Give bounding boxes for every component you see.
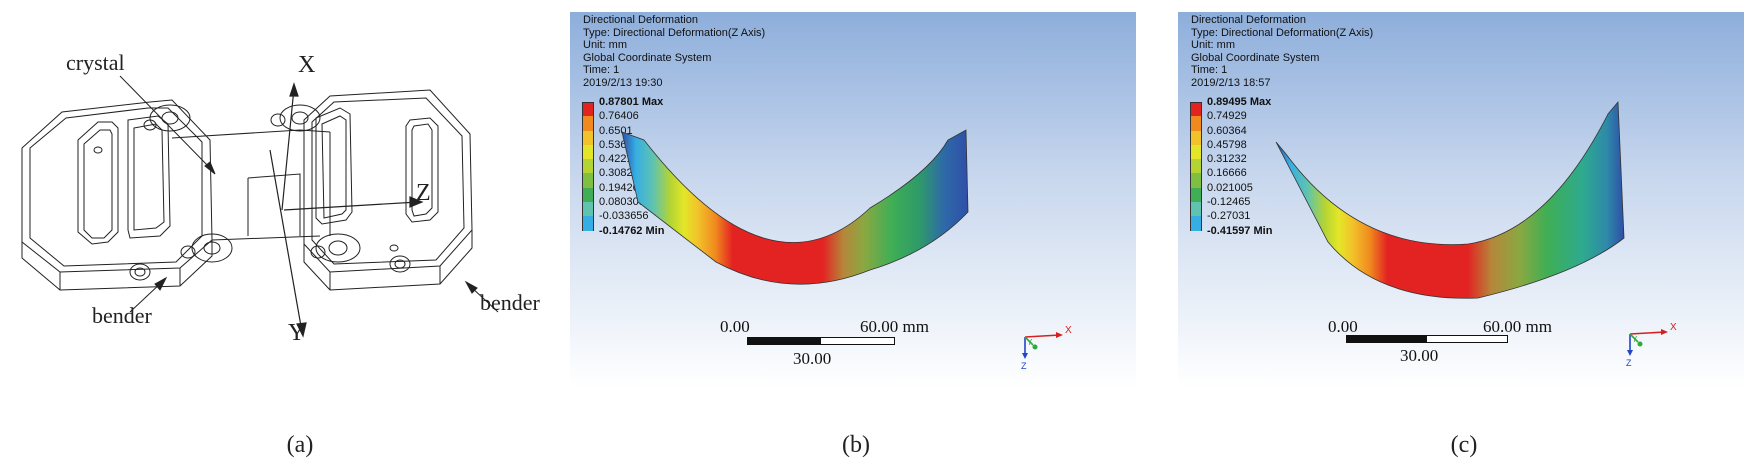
panel-b-header: Directional Deformation Type: Directiona… [583,14,765,90]
header-line: Type: Directional Deformation(Z Axis) [583,26,766,39]
header-line: Time: 1 [583,64,620,77]
header-line: 2019/2/13 18:57 [1191,76,1271,89]
header-line: Global Coordinate System [583,51,712,64]
legend-color-swatch [582,102,594,117]
triad-x-label: X [1670,322,1677,333]
legend-value-label: 0.87801 Max [599,96,664,108]
header-line: Time: 1 [1191,64,1228,77]
header-line: Global Coordinate System [1191,51,1320,64]
header-line: Directional Deformation [583,14,698,26]
legend-color-swatch [582,187,594,203]
triad-y-label: Y [1632,335,1638,344]
axis-y-label: Y [288,320,306,346]
legend-color-swatch [1190,159,1202,174]
legend-value-label: 0.30822 [599,167,639,180]
legend-color-swatch [582,116,594,131]
legend-value-label: 0.89495 Max [1207,96,1272,108]
legend-value-label: -0.27031 [1207,210,1251,223]
legend-value-label: 0.19426 [599,181,639,194]
header-line: Unit: mm [583,39,627,52]
caption-c: (c) [1450,432,1478,458]
legend-color-swatch [1190,173,1202,188]
bender-right-label: bender [480,290,540,315]
coordinate-triad-icon[interactable]: X Y Z [1015,317,1075,377]
legend-color-swatch [1190,144,1202,160]
legend-value-label: 0.31232 [1207,153,1247,166]
panel-b-viewport[interactable]: Directional Deformation Type: Directiona… [570,12,1136,388]
caption-a: (a) [286,432,314,458]
scale-mid-label: 30.00 [793,349,832,368]
triad-x-label: X [1065,325,1072,336]
bender-assembly-drawing [21,75,499,338]
legend-color-swatch [582,130,594,145]
legend-value-label: 0.74929 [1207,110,1247,123]
legend-color-swatch [1190,102,1202,117]
legend-color-swatch [1190,216,1202,231]
coordinate-triad-icon[interactable]: X Y Z [1620,314,1680,374]
legend-value-label: 0.021005 [1207,181,1253,194]
legend-value-label: -0.14762 Min [599,224,665,237]
legend-value-label: -0.12465 [1207,196,1251,209]
scale-bar [1346,335,1508,343]
legend-color-swatch [582,173,594,188]
legend-value-label: 0.76406 [599,110,639,123]
panel-c-viewport[interactable]: Directional Deformation Type: Directiona… [1178,12,1744,388]
header-line: Directional Deformation [1191,14,1306,26]
axis-z-label: Z [416,180,431,206]
legend-value-label: -0.033656 [599,210,649,223]
scale-end-label: 60.00 mm [1483,317,1552,336]
legend-value-label: 0.45798 [1207,138,1247,151]
panel-b-deformed-crystal [621,129,969,285]
legend-value-label: 0.16666 [1207,167,1247,180]
legend-value-label: 0.60364 [1207,124,1247,137]
legend-color-swatch [1190,130,1202,145]
legend-color-swatch [582,202,594,217]
crystal-label: crystal [66,50,125,75]
bender-left-label: bender [92,303,152,328]
panel-c-deformed-crystal [1275,100,1625,299]
legend-color-swatch [582,144,594,160]
panel-c-header: Directional Deformation Type: Directiona… [1191,14,1373,90]
triad-z-label: Z [1626,358,1632,368]
scale-mid-label: 30.00 [1400,346,1439,365]
scale-start-label: 0.00 [720,317,750,336]
legend-color-swatch [582,159,594,174]
legend-color-swatch [1190,202,1202,217]
triad-z-label: Z [1021,361,1027,371]
scale-start-label: 0.00 [1328,317,1358,336]
caption-b: (b) [842,432,870,458]
header-line: Type: Directional Deformation(Z Axis) [1191,26,1374,39]
header-line: Unit: mm [1191,39,1235,52]
legend-value-label: -0.41597 Min [1207,224,1273,237]
triad-y-label: Y [1027,338,1033,347]
legend-color-swatch [582,216,594,231]
panel-a-bender-drawing: crystal bender bender X Y Z [0,0,570,475]
axis-x-label: X [298,52,316,78]
legend-color-swatch [1190,187,1202,203]
scale-end-label: 60.00 mm [860,317,929,336]
header-line: 2019/2/13 19:30 [583,76,663,89]
legend-value-label: 0.080303 [599,196,645,209]
legend-color-swatch [1190,116,1202,131]
scale-bar [747,337,895,345]
